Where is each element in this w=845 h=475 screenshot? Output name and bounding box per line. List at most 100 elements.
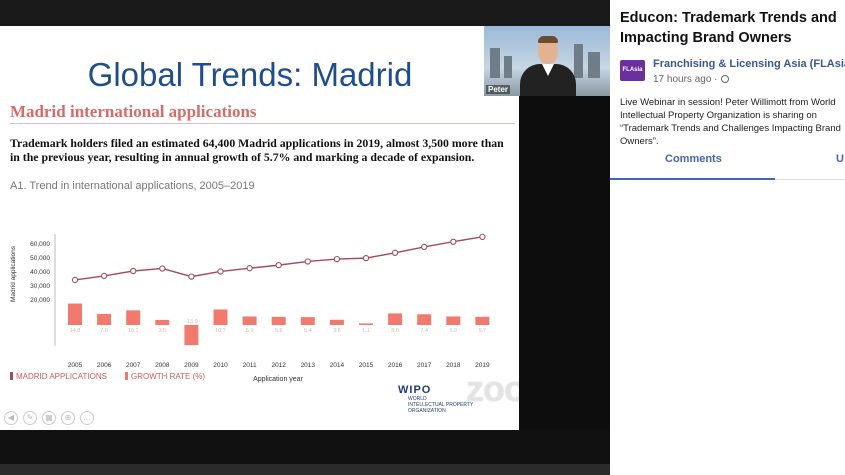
wipo-subtitle: WORLD INTELLECTUAL PROPERTY ORGANIZATION xyxy=(408,396,473,414)
applications-point xyxy=(188,273,195,280)
growth-bar xyxy=(184,325,199,346)
y-tick-label: 50,000 xyxy=(30,255,50,262)
post-time: 17 hours ago · xyxy=(653,74,729,85)
wipo-sub-line: INTELLECTUAL PROPERTY xyxy=(408,402,474,408)
tab-comments[interactable]: Comments xyxy=(665,153,722,165)
growth-label: 7.6 xyxy=(100,328,108,334)
x-tick-label: 2009 xyxy=(184,362,199,369)
applications-point xyxy=(304,258,311,265)
post-panel: Educon: Trademark Trends and Impacting B… xyxy=(610,0,845,475)
applications-point xyxy=(130,267,137,275)
slides-grid-icon[interactable]: ▦ xyxy=(42,411,56,425)
applications-point xyxy=(159,265,166,272)
growth-bar xyxy=(68,303,82,325)
applications-point xyxy=(71,276,79,284)
active-tab-indicator xyxy=(610,178,775,180)
pen-icon[interactable]: ✎ xyxy=(23,411,37,425)
applications-point xyxy=(246,265,253,272)
applications-point xyxy=(275,261,282,269)
legend-applications: MADRID APPLICATIONS xyxy=(10,372,107,381)
tab-other[interactable]: U xyxy=(836,153,844,165)
growth-bar xyxy=(271,316,286,325)
growth-bar xyxy=(388,313,403,325)
y-tick-label: 20,000 xyxy=(30,297,50,304)
trend-chart: 60,000 50,000 40,000 30,000 20,000 Madrid app… xyxy=(10,233,490,383)
wipo-logo-text: WIPO xyxy=(398,384,432,396)
growth-label: 7.4 xyxy=(420,328,428,334)
presenter-face xyxy=(538,38,558,64)
zoom-icon[interactable]: ⊕ xyxy=(61,411,75,425)
page-name-link[interactable]: Franchising & Licensing Asia (FLAsia) xyxy=(653,58,845,70)
slide-controls: ◀ ✎ ▦ ⊕ … xyxy=(4,411,94,425)
y-tick-label: 40,000 xyxy=(30,269,50,276)
growth-label: 5.7 xyxy=(479,328,487,334)
applications-point xyxy=(362,254,370,262)
x-tick-label: 2016 xyxy=(388,362,403,369)
growth-bar xyxy=(475,316,490,325)
legend-applications-label: MADRID APPLICATIONS xyxy=(16,372,107,381)
presenter-video[interactable]: Peter xyxy=(484,26,610,96)
growth-label: 10.7 xyxy=(215,328,226,334)
wipo-sub-line: WORLD xyxy=(408,396,427,402)
chart-caption: A1. Trend in international applications,… xyxy=(10,180,255,192)
growth-label: 5.9 xyxy=(246,328,254,334)
growth-label: 3.5 xyxy=(158,328,166,334)
growth-label: 14.8 xyxy=(70,328,81,334)
legend-growth: GROWTH RATE (%) xyxy=(124,372,206,381)
section-divider xyxy=(10,123,515,124)
growth-label: 5.4 xyxy=(304,328,312,334)
growth-bar xyxy=(126,310,141,325)
post-title: Educon: Trademark Trends and Impacting B… xyxy=(620,10,837,46)
growth-label: 5.9 xyxy=(449,328,457,334)
video-bottom-bar xyxy=(0,430,610,475)
post-body: Live Webinar in session! Peter Willimott… xyxy=(620,97,841,147)
growth-label: 8.0 xyxy=(391,328,399,334)
applications-point xyxy=(391,249,399,256)
y-tick-label: 60,000 xyxy=(30,241,50,248)
growth-label: 5.6 xyxy=(275,328,283,334)
post-time-text: 17 hours ago · xyxy=(653,74,718,85)
wipo-sub-line: ORGANIZATION xyxy=(408,408,446,414)
growth-bar xyxy=(329,319,344,325)
video-top-bar xyxy=(0,0,610,26)
wipo-logo: WIPO WORLD INTELLECTUAL PROPERTY ORGANIZ… xyxy=(398,384,473,414)
applications-point xyxy=(100,272,108,280)
panel-tabs: Comments U xyxy=(610,146,845,180)
shared-slide: Global Trends: Madrid Madrid internation… xyxy=(0,26,519,430)
section-title: Madrid international applications xyxy=(10,102,257,121)
x-tick-label: 2007 xyxy=(126,362,141,369)
legend-growth-label: GROWTH RATE (%) xyxy=(130,372,206,381)
growth-bar xyxy=(97,313,112,325)
x-tick-label: 2014 xyxy=(330,362,345,369)
growth-label: 3.6 xyxy=(333,328,341,334)
growth-label: -13.9 xyxy=(185,319,198,325)
page-avatar[interactable]: FLAsia xyxy=(620,60,645,81)
x-tick-label: 2019 xyxy=(475,362,490,369)
applications-line xyxy=(74,236,483,281)
chart-legend: MADRID APPLICATIONS GROWTH RATE (%) xyxy=(10,372,205,381)
growth-bar xyxy=(242,316,257,325)
more-icon[interactable]: … xyxy=(80,411,94,425)
y-axis-label: Madrid applications xyxy=(10,245,17,302)
x-tick-label: 2010 xyxy=(213,362,228,369)
growth-label: 10.1 xyxy=(128,328,139,334)
presenter-name: Peter xyxy=(486,85,511,94)
applications-point xyxy=(421,243,428,251)
x-tick-label: 2017 xyxy=(417,362,432,369)
x-tick-label: 2013 xyxy=(301,362,316,369)
growth-bar xyxy=(155,319,170,325)
x-tick-label: 2012 xyxy=(271,362,286,369)
applications-point xyxy=(450,238,457,245)
growth-bar xyxy=(359,323,373,325)
growth-bar xyxy=(213,309,228,325)
applications-point xyxy=(217,268,224,275)
growth-bar xyxy=(446,316,461,325)
zoom-watermark: zoom xyxy=(466,368,519,409)
y-tick-label: 30,000 xyxy=(30,283,50,290)
summary-text: Trademark holders filed an estimated 64,… xyxy=(10,136,504,164)
applications-point xyxy=(479,233,486,240)
globe-icon xyxy=(720,75,729,83)
video-area: Global Trends: Madrid Madrid internation… xyxy=(0,0,610,475)
prev-slide-icon[interactable]: ◀ xyxy=(4,411,18,425)
slide-title: Global Trends: Madrid xyxy=(87,56,413,93)
